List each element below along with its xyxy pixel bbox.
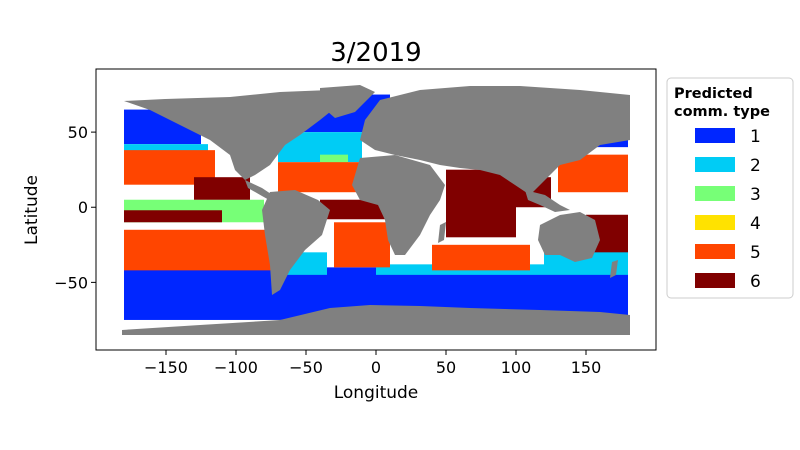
- legend-label-6: 6: [750, 272, 761, 292]
- region-type-5-14: [334, 222, 390, 268]
- legend-label-3: 3: [750, 185, 761, 205]
- chart-title: 3/2019: [330, 38, 421, 68]
- legend-label-4: 4: [750, 214, 761, 234]
- y-tick-label: 50: [68, 123, 88, 142]
- land-madagascar: [438, 222, 446, 243]
- region-type-6-18: [194, 177, 250, 200]
- y-axis: 50 0 −50: [54, 123, 96, 292]
- land-greenland: [320, 85, 375, 118]
- x-tick-label: 0: [371, 358, 381, 377]
- legend-label-2: 2: [750, 156, 761, 176]
- legend-title-line1: Predicted: [674, 86, 753, 102]
- region-type-6-17: [124, 210, 222, 223]
- legend-swatch-5: [695, 244, 735, 259]
- legend-swatch-3: [695, 186, 735, 201]
- land-africa: [352, 155, 445, 255]
- x-axis-label: Longitude: [334, 383, 419, 403]
- x-tick-label: −50: [289, 358, 323, 377]
- land-southeast-asia: [525, 190, 570, 212]
- land-antarctica: [122, 305, 630, 335]
- legend: Predicted comm. type 1 2 3 4 5 6: [666, 77, 794, 299]
- land-australia: [538, 212, 600, 262]
- land-eurasia: [360, 86, 630, 195]
- land-masses: [122, 85, 630, 335]
- x-tick-label: 50: [436, 358, 456, 377]
- land-south-america: [262, 190, 330, 295]
- y-axis-label: Latitude: [22, 175, 42, 245]
- x-axis: −150 −100 −50 0 50 100 150: [144, 350, 601, 377]
- legend-swatch-2: [695, 157, 735, 172]
- legend-label-5: 5: [750, 243, 761, 263]
- y-tick-label: 0: [78, 198, 88, 217]
- x-tick-label: 100: [501, 358, 532, 377]
- region-type-5-15: [432, 244, 530, 271]
- legend-swatch-1: [695, 128, 735, 143]
- x-tick-label: −100: [214, 358, 258, 377]
- land-north-america: [124, 90, 345, 180]
- region-type-6-20: [446, 169, 516, 238]
- x-tick-label: −150: [144, 358, 188, 377]
- region-type-5-12: [124, 229, 278, 271]
- x-tick-label: 150: [571, 358, 602, 377]
- map-area: [96, 69, 656, 350]
- legend-label-1: 1: [750, 127, 761, 147]
- legend-swatch-4: [695, 215, 735, 230]
- region-type-5-13: [278, 162, 362, 193]
- y-tick-label: −50: [54, 273, 88, 292]
- legend-entries: 1 2 3 4 5 6: [695, 127, 761, 292]
- region-type-6-19: [320, 199, 390, 220]
- legend-swatch-6: [695, 273, 735, 288]
- legend-title-line2: comm. type: [674, 104, 770, 120]
- land-new-zealand: [610, 260, 618, 278]
